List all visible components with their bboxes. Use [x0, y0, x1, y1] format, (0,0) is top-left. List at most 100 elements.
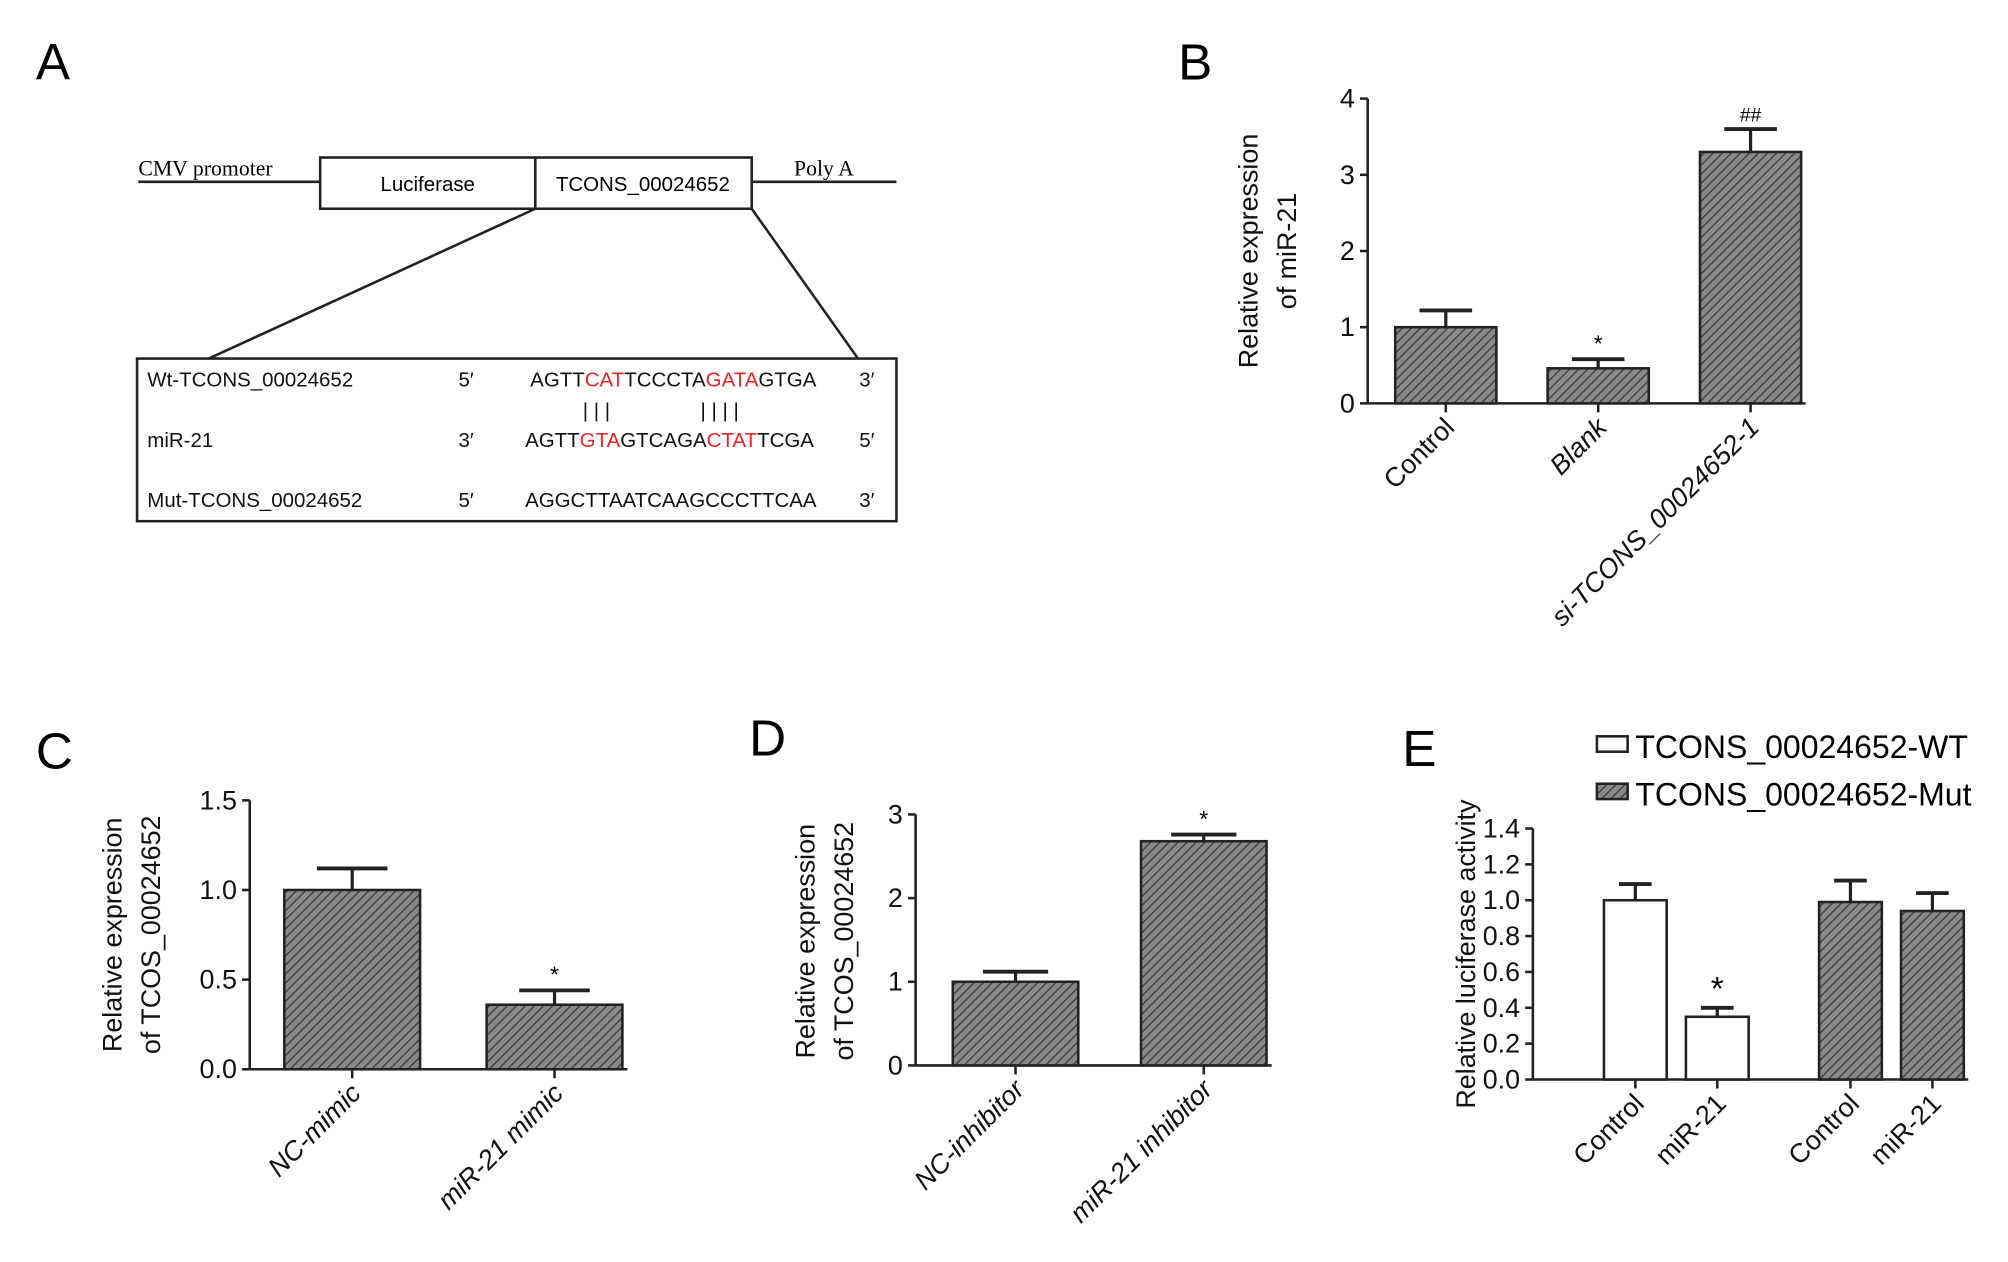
- y-tick-label: 1.2: [1483, 849, 1520, 879]
- legend-swatch: [1595, 735, 1629, 753]
- significance-marker: ##: [1740, 105, 1762, 126]
- x-tick-label: Control: [1567, 1088, 1649, 1170]
- cmv-promoter-label: CMV promoter: [138, 156, 273, 180]
- x-tick-label: Blank: [1544, 411, 1614, 481]
- end-label: 3′: [859, 369, 874, 392]
- y-axis-label: of TCOS_00024652: [136, 816, 166, 1055]
- x-tick-label: NC-mimic: [262, 1078, 367, 1183]
- significance-marker: *: [1199, 806, 1208, 832]
- bar: [1546, 367, 1651, 405]
- y-axis-label: of miR-21: [1272, 193, 1302, 310]
- pairing-marks-2: | | | |: [701, 399, 739, 422]
- y-axis-label: Relative expression: [1234, 134, 1264, 369]
- bar: [1899, 909, 1966, 1081]
- sequence-name: miR-21: [147, 429, 213, 452]
- polya-label: Poly A: [794, 156, 854, 180]
- y-axis-label: of TCOS_00024652: [829, 822, 859, 1061]
- zoom-line-right: [750, 207, 860, 360]
- y-tick-label: 1.0: [200, 875, 237, 905]
- bar: [951, 980, 1080, 1067]
- y-tick-label: 2: [1340, 236, 1355, 266]
- sequence: AGGCTTAATCAAGCCCTTCAA: [525, 489, 817, 512]
- y-tick-label: 1.5: [200, 785, 237, 815]
- x-tick-label: miR-21 mimic: [432, 1078, 570, 1216]
- bar: [1698, 150, 1803, 405]
- y-tick-label: 0: [1340, 388, 1355, 418]
- sequence-box: [135, 357, 898, 523]
- legend-label: TCONS_00024652-Mut: [1635, 776, 1971, 812]
- sequence-segment: AGTT: [525, 429, 580, 452]
- y-tick-label: 1: [1340, 312, 1355, 342]
- x-tick-label: Control: [1782, 1088, 1864, 1170]
- binding-site: GATA: [706, 369, 759, 392]
- end-label: 3′: [859, 489, 874, 512]
- end-label: 5′: [859, 429, 874, 452]
- bar: [1602, 898, 1668, 1081]
- sequence: AGTTCATTCCCTAGATAGTGA: [530, 369, 817, 392]
- binding-site: CAT: [585, 369, 625, 392]
- bar: [1684, 1015, 1750, 1081]
- sequence: AGTTGTAGTCAGACTATTCGA: [525, 429, 814, 452]
- end-label: 5′: [458, 489, 473, 512]
- y-tick-label: 0.6: [1483, 957, 1520, 987]
- sequence-segment: AGGCTTAATCAAGCCCTTCAA: [525, 489, 817, 512]
- y-tick-label: 0.0: [1483, 1064, 1520, 1094]
- panel-a: A CMV promoter Poly A Luciferase TCONS_0…: [36, 33, 898, 523]
- y-tick-label: 0: [888, 1050, 903, 1080]
- panel-label-b: B: [1178, 33, 1212, 90]
- legend-label: TCONS_00024652-WT: [1635, 729, 1968, 765]
- x-tick-label: miR-21: [1649, 1088, 1731, 1170]
- panel-label-c: C: [36, 722, 73, 779]
- bar: [1393, 325, 1498, 405]
- tcons-box: [534, 156, 754, 211]
- sequence-segment: TCGA: [757, 429, 814, 452]
- x-tick-label: Control: [1378, 412, 1460, 494]
- y-tick-label: 4: [1340, 84, 1355, 114]
- panel-c-chart: C Relative expression of TCOS_00024652 0.0 0…: [36, 722, 628, 1215]
- panel-d-chart: D Relative expression of TCOS_00024652 0 1 2 3…: [749, 710, 1272, 1228]
- x-tick-label: NC-inhibitor: [908, 1073, 1030, 1195]
- y-tick-label: 0.2: [1483, 1029, 1520, 1059]
- bar: [1139, 839, 1268, 1067]
- panel-label-d: D: [749, 710, 786, 767]
- x-tick-label: miR-21 inhibitor: [1064, 1073, 1219, 1228]
- y-tick-label: 0.4: [1483, 993, 1520, 1023]
- sequence-segment: GTGA: [758, 369, 816, 392]
- panel-b-chart: B Relative expression of miR-21 0 1 2 3 4 Contro…: [1178, 33, 1806, 632]
- sequence-segment: AGTT: [530, 369, 585, 392]
- end-label: 3′: [458, 429, 473, 452]
- y-tick-label: 1: [888, 967, 903, 997]
- y-axis-label: Relative expression: [98, 818, 128, 1053]
- tcons-label: TCONS_00024652: [556, 173, 730, 196]
- bar: [485, 1003, 624, 1071]
- sequence-name: Mut-TCONS_00024652: [147, 489, 362, 512]
- panel-e-chart: E Relative luciferase activity 0.0 0.2 0.4 0.…: [1402, 720, 1971, 1171]
- binding-site: GTA: [580, 429, 621, 452]
- binding-site: CTAT: [707, 429, 758, 452]
- y-tick-label: 1.4: [1483, 813, 1520, 843]
- y-tick-label: 3: [1340, 160, 1355, 190]
- y-tick-label: 2: [888, 883, 903, 913]
- panel-label-e: E: [1402, 720, 1436, 777]
- bar: [1817, 900, 1884, 1081]
- y-tick-label: 1.0: [1483, 885, 1520, 915]
- end-label: 5′: [458, 369, 473, 392]
- pairing-marks-1: | | |: [583, 399, 610, 422]
- y-tick-label: 0.5: [200, 965, 237, 995]
- sequence-name: Wt-TCONS_00024652: [147, 369, 353, 392]
- significance-marker: *: [1711, 971, 1724, 1008]
- y-tick-label: 0.0: [200, 1054, 237, 1084]
- zoom-line-left: [208, 207, 536, 360]
- sequence-segment: TCCCTA: [624, 369, 706, 392]
- y-tick-label: 3: [888, 799, 903, 829]
- y-axis-label: Relative expression: [790, 824, 820, 1059]
- y-axis-label: Relative luciferase activity: [1451, 799, 1481, 1109]
- sequence-segment: GTCAGA: [620, 429, 707, 452]
- bar: [283, 888, 422, 1071]
- x-tick-label: miR-21: [1864, 1088, 1946, 1170]
- luciferase-label: Luciferase: [381, 173, 475, 196]
- legend-swatch: [1595, 782, 1629, 801]
- panel-label-a: A: [36, 33, 71, 90]
- significance-marker: *: [550, 962, 559, 988]
